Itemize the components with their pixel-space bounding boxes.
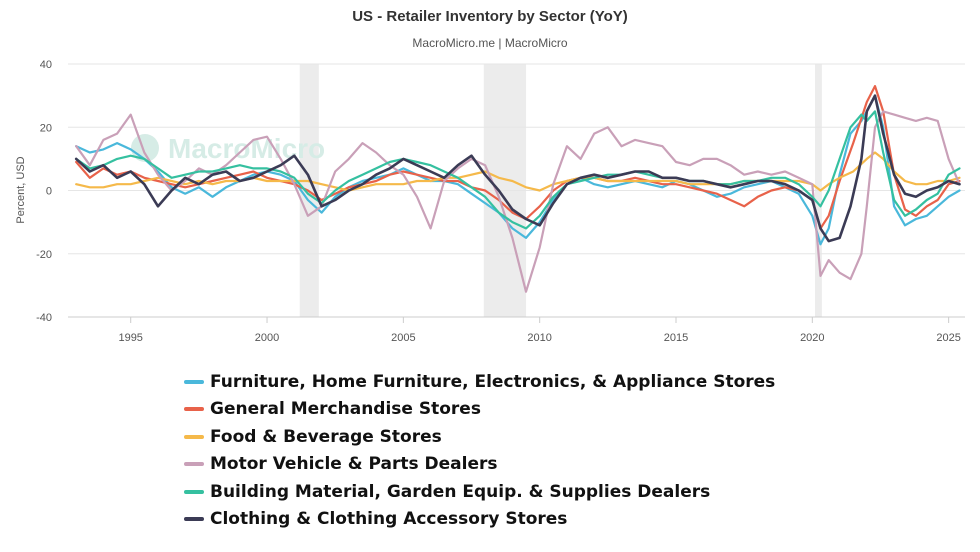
legend-label: Motor Vehicle & Parts Dealers: [210, 454, 498, 475]
x-tick-label: 2025: [936, 332, 960, 344]
watermark: MacroMicro: [168, 133, 325, 164]
y-tick-label: 40: [40, 59, 52, 71]
legend-item-0[interactable]: Furniture, Home Furniture, Electronics, …: [184, 368, 775, 396]
x-tick-label: 2005: [391, 332, 415, 344]
y-axis-label: Percent, USD: [15, 156, 27, 223]
legend-swatch: [184, 434, 204, 439]
legend-swatch: [184, 489, 204, 494]
x-tick-label: 2020: [800, 332, 824, 344]
y-tick-label: 20: [40, 122, 52, 134]
legend-label: General Merchandise Stores: [210, 399, 481, 420]
legend-label: Clothing & Clothing Accessory Stores: [210, 509, 568, 530]
y-tick-label: 0: [46, 186, 52, 198]
legend-swatch: [184, 462, 204, 467]
legend-item-2[interactable]: Food & Beverage Stores: [184, 423, 775, 451]
chart-legend: Furniture, Home Furniture, Electronics, …: [184, 368, 775, 533]
series-line-1: [75, 85, 961, 230]
legend-item-1[interactable]: General Merchandise Stores: [184, 396, 775, 424]
x-tick-label: 2000: [255, 332, 279, 344]
chart-title: US - Retailer Inventory by Sector (YoY): [352, 8, 628, 25]
legend-item-3[interactable]: Motor Vehicle & Parts Dealers: [184, 451, 775, 479]
axes: -40 -20 0 20 40 1995 2000 2005 2010 2015 2020 2025: [36, 59, 961, 344]
legend-item-4[interactable]: Building Material, Garden Equip. & Suppl…: [184, 478, 775, 506]
y-tick-label: -20: [36, 249, 52, 261]
chart-canvas: MacroMicro -40 -20 0 20 40 1995 2000 2005 2010 20…: [15, 59, 965, 344]
legend-item-5[interactable]: Clothing & Clothing Accessory Stores: [184, 506, 775, 534]
series-line-5: [74, 94, 961, 243]
chart-subtitle: MacroMicro.me | MacroMicro: [412, 36, 568, 50]
series-line-2: [75, 151, 961, 192]
x-tick-label: 2015: [664, 332, 688, 344]
legend-label: Building Material, Garden Equip. & Suppl…: [210, 481, 711, 502]
legend-swatch: [184, 407, 204, 412]
legend-label: Furniture, Home Furniture, Electronics, …: [210, 371, 776, 392]
series-lines: [74, 85, 961, 293]
legend-label: Food & Beverage Stores: [210, 426, 442, 447]
x-tick-label: 1995: [118, 332, 142, 344]
legend-swatch: [184, 517, 204, 522]
y-tick-label: -40: [36, 312, 52, 324]
x-tick-label: 2010: [527, 332, 551, 344]
series-line-4: [75, 110, 961, 230]
legend-swatch: [184, 379, 204, 384]
